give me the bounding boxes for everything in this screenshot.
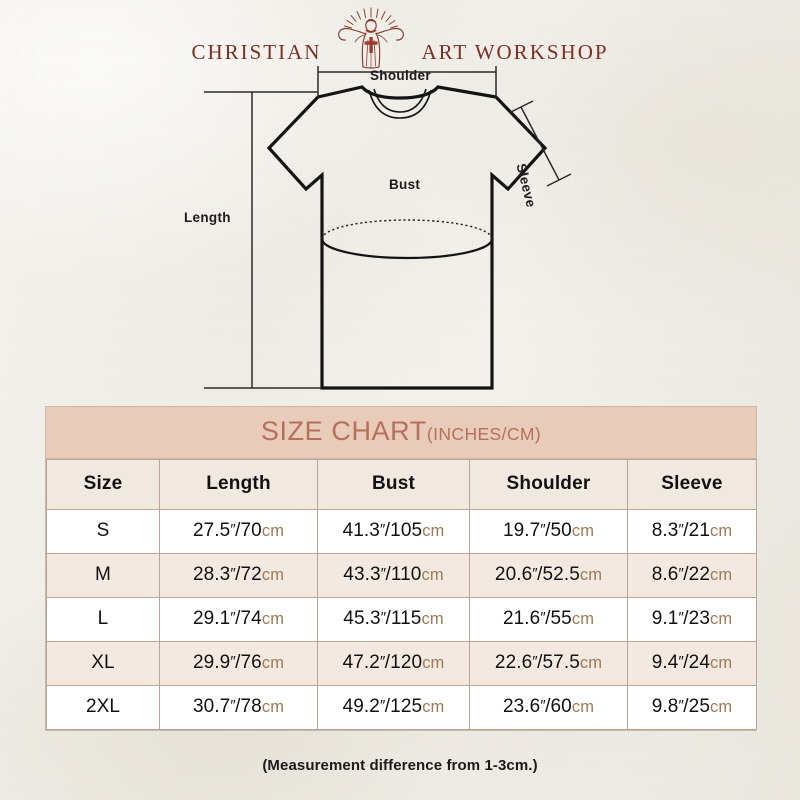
table-row: M 28.3″/72cm 43.3″/110cm 20.6″/52.5cm 8.6″/2… (46, 553, 757, 598)
cell-sleeve: 9.4″/24cm (627, 641, 757, 686)
table-header-row: Size Length Bust Shoulder Sleeve (46, 459, 757, 510)
measurement-footnote: (Measurement difference from 1-3cm.) (262, 757, 538, 774)
t-shirt-measurement-diagram: Shoulder Bust Length Sleeve (0, 58, 800, 403)
cell-length: 30.7″/78cm (159, 685, 318, 730)
cell-sleeve: 9.8″/25cm (627, 685, 757, 730)
cell-length: 29.9″/76cm (159, 641, 318, 686)
cell-shoulder: 20.6″/52.5cm (469, 553, 628, 598)
sleeve-dimension-line (520, 106, 560, 181)
cell-shoulder: 22.6″/57.5cm (469, 641, 628, 686)
column-header-sleeve: Sleeve (627, 459, 757, 510)
t-shirt-diagram-svg (204, 66, 572, 390)
size-chart-table: Size Length Bust Shoulder Sleeve S 27.5″/… (46, 459, 757, 730)
cell-size: M (46, 553, 160, 598)
cell-sleeve: 8.3″/21cm (627, 509, 757, 554)
cell-length: 29.1″/74cm (159, 597, 318, 642)
cell-sleeve: 9.1″/23cm (627, 597, 757, 642)
size-chart-body: S 27.5″/70cm 41.3″/105cm 19.7″/50cm 8.3″/21c… (46, 509, 757, 730)
cell-size: S (46, 509, 160, 554)
cell-bust: 45.3″/115cm (317, 597, 470, 642)
brand-word-right: ART WORKSHOP (421, 40, 609, 64)
cell-shoulder: 19.7″/50cm (469, 509, 628, 554)
cell-length: 27.5″/70cm (159, 509, 318, 554)
brand-logo: CHRISTIAN (0, 4, 800, 70)
cell-size: 2XL (46, 685, 160, 730)
table-row: XL 29.9″/76cm 47.2″/120cm 22.6″/57.5cm 9.4″/… (46, 641, 757, 686)
table-row: 2XL 30.7″/78cm 49.2″/125cm 23.6″/60cm 9.8″/2… (46, 685, 757, 730)
cell-shoulder: 21.6″/55cm (469, 597, 628, 642)
cell-sleeve: 8.6″/22cm (627, 553, 757, 598)
cell-size: L (46, 597, 160, 642)
length-label: Length (184, 210, 231, 225)
brand-word-left: CHRISTIAN (191, 40, 322, 64)
bust-ellipse-top (321, 219, 493, 240)
bust-ellipse-bottom (320, 238, 494, 260)
risen-christ-with-cross-icon (338, 7, 405, 69)
bust-label: Bust (389, 177, 421, 192)
shoulder-label: Shoulder (370, 68, 431, 83)
size-chart: SIZE CHART(INCHES/CM) Size Length Bust S… (45, 406, 757, 731)
column-header-length: Length (159, 459, 318, 510)
cell-bust: 47.2″/120cm (317, 641, 470, 686)
cell-length: 28.3″/72cm (159, 553, 318, 598)
table-row: L 29.1″/74cm 45.3″/115cm 21.6″/55cm 9.1″/23c… (46, 597, 757, 642)
size-chart-title-bar: SIZE CHART(INCHES/CM) (46, 407, 756, 459)
size-chart-title-unit: (INCHES/CM) (426, 424, 542, 444)
size-chart-title: SIZE CHART (260, 416, 427, 446)
cell-size: XL (46, 641, 160, 686)
cell-bust: 49.2″/125cm (317, 685, 470, 730)
column-header-size: Size (46, 459, 160, 510)
column-header-shoulder: Shoulder (469, 459, 628, 510)
cell-bust: 43.3″/110cm (317, 553, 470, 598)
cell-bust: 41.3″/105cm (317, 509, 470, 554)
table-row: S 27.5″/70cm 41.3″/105cm 19.7″/50cm 8.3″/21c… (46, 509, 757, 554)
column-header-bust: Bust (317, 459, 470, 510)
cell-shoulder: 23.6″/60cm (469, 685, 628, 730)
